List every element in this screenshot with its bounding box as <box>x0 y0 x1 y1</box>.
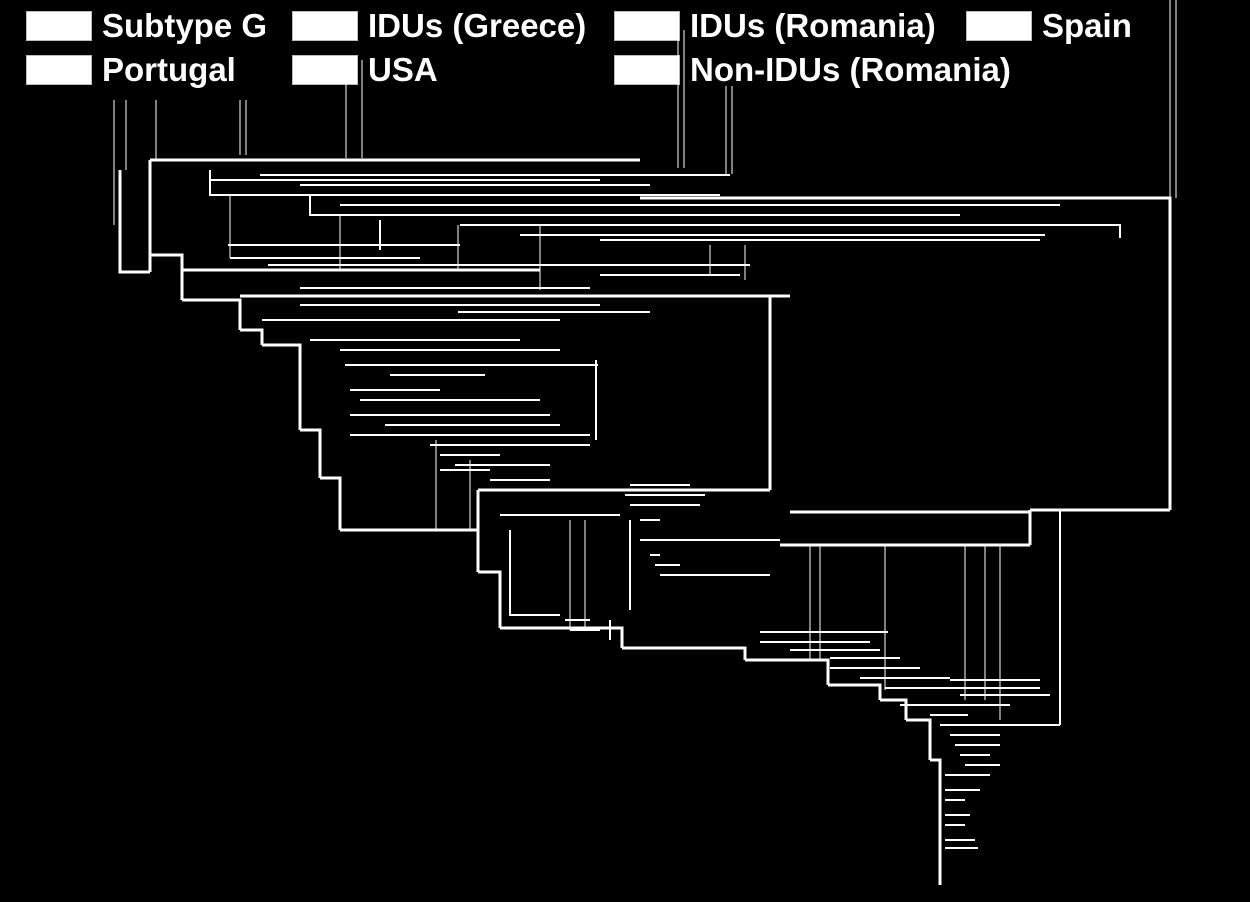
legend-label: Non-IDUs (Romania) <box>690 51 1011 88</box>
legend-swatch <box>292 11 358 41</box>
upper-clade <box>209 170 1121 276</box>
legend-item-usa: USA <box>292 50 438 90</box>
legend-label: Spain <box>1042 7 1132 44</box>
legend-label: IDUs (Romania) <box>690 7 936 44</box>
legend-label: Subtype G <box>102 7 268 44</box>
legend-item-non-idus-romania: Non-IDUs (Romania) <box>614 50 1011 90</box>
legend-item-idus-romania: IDUs (Romania) <box>614 6 936 46</box>
legend-swatch <box>966 11 1032 41</box>
legend-swatch <box>26 55 92 85</box>
middle-clade <box>262 287 650 471</box>
legend-label: Portugal <box>102 51 236 88</box>
legend-item-subtype-g: Subtype G <box>26 6 267 46</box>
outgroup-branches <box>640 196 1172 547</box>
tree-backbone <box>118 158 942 885</box>
legend-swatch <box>614 55 680 85</box>
leader-lines <box>113 0 1177 225</box>
legend-item-idus-greece: IDUs (Greece) <box>292 6 586 46</box>
lower-clade-a <box>490 479 780 640</box>
legend: Subtype G IDUs (Greece) IDUs (Romania) S… <box>0 0 1250 100</box>
legend-swatch <box>292 55 358 85</box>
legend-swatch <box>26 11 92 41</box>
legend-swatch <box>614 11 680 41</box>
legend-label: IDUs (Greece) <box>368 7 587 44</box>
legend-label: USA <box>368 51 438 88</box>
lower-clade-b <box>760 510 1061 849</box>
tree-connectors <box>229 195 1001 720</box>
legend-item-spain: Spain <box>966 6 1132 46</box>
legend-item-portugal: Portugal <box>26 50 236 90</box>
